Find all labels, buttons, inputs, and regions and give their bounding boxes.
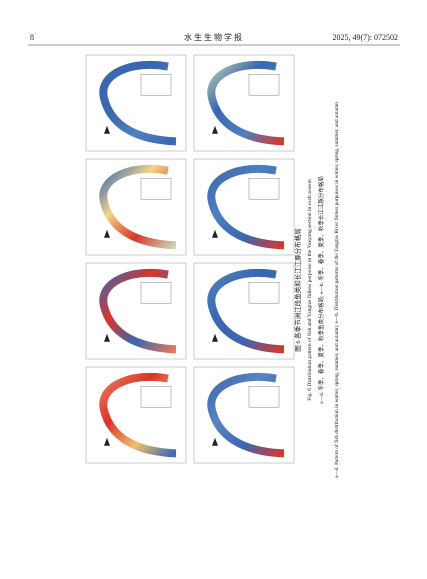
panel-frame — [193, 158, 295, 256]
legend-box — [248, 386, 280, 408]
north-arrow — [212, 437, 218, 446]
river — [99, 164, 177, 250]
river — [207, 372, 285, 458]
north-arrow — [212, 333, 218, 342]
river — [207, 60, 285, 146]
legend-box — [248, 73, 280, 96]
legend-box — [140, 73, 172, 96]
north-arrow — [212, 229, 218, 238]
legend-box — [140, 282, 172, 304]
caption-sub-cn: a—d. 冬季、春季、夏季、秋季鱼类分布格局; e—h. 冬季、春季、夏季、秋季… — [317, 176, 325, 404]
caption-title-cn: 图 6 各季节洲江段鱼类和长江江豚分布格局 — [293, 228, 302, 352]
map-panel — [85, 262, 187, 360]
panel-frame — [85, 158, 187, 256]
river — [207, 268, 285, 354]
north-arrow — [104, 437, 110, 446]
legend-box — [140, 386, 172, 408]
legend-box — [248, 282, 280, 304]
river — [99, 268, 177, 354]
map-panel — [193, 54, 295, 152]
river — [99, 372, 177, 458]
panel-frame — [85, 54, 187, 152]
page-number: 8 — [30, 33, 34, 42]
caption-sub-en: a—d. Pattern of fish distribution in win… — [333, 102, 340, 478]
panel-frame — [193, 262, 295, 360]
figure — [85, 54, 295, 464]
panel-frame — [193, 54, 295, 152]
panel-frame — [193, 366, 295, 464]
north-arrow — [104, 125, 110, 134]
legend-box — [140, 177, 172, 200]
caption-title-en: Fig. 6 Distribution pattern of fish and … — [306, 179, 313, 401]
panel-frame — [85, 262, 187, 360]
citation: 2025, 49(7): 072502 — [332, 33, 398, 42]
map-panel — [85, 158, 187, 256]
panel-frame — [85, 366, 187, 464]
river — [99, 60, 177, 146]
map-panel — [193, 366, 295, 464]
map-panel — [193, 158, 295, 256]
river — [207, 164, 285, 250]
journal-name: 水 生 生 物 学 报 — [184, 32, 242, 42]
north-arrow — [212, 125, 218, 134]
north-arrow — [104, 229, 110, 238]
map-panel — [85, 366, 187, 464]
north-arrow — [104, 333, 110, 342]
map-panel — [193, 262, 295, 360]
map-panel — [85, 54, 187, 152]
legend-box — [248, 177, 280, 200]
